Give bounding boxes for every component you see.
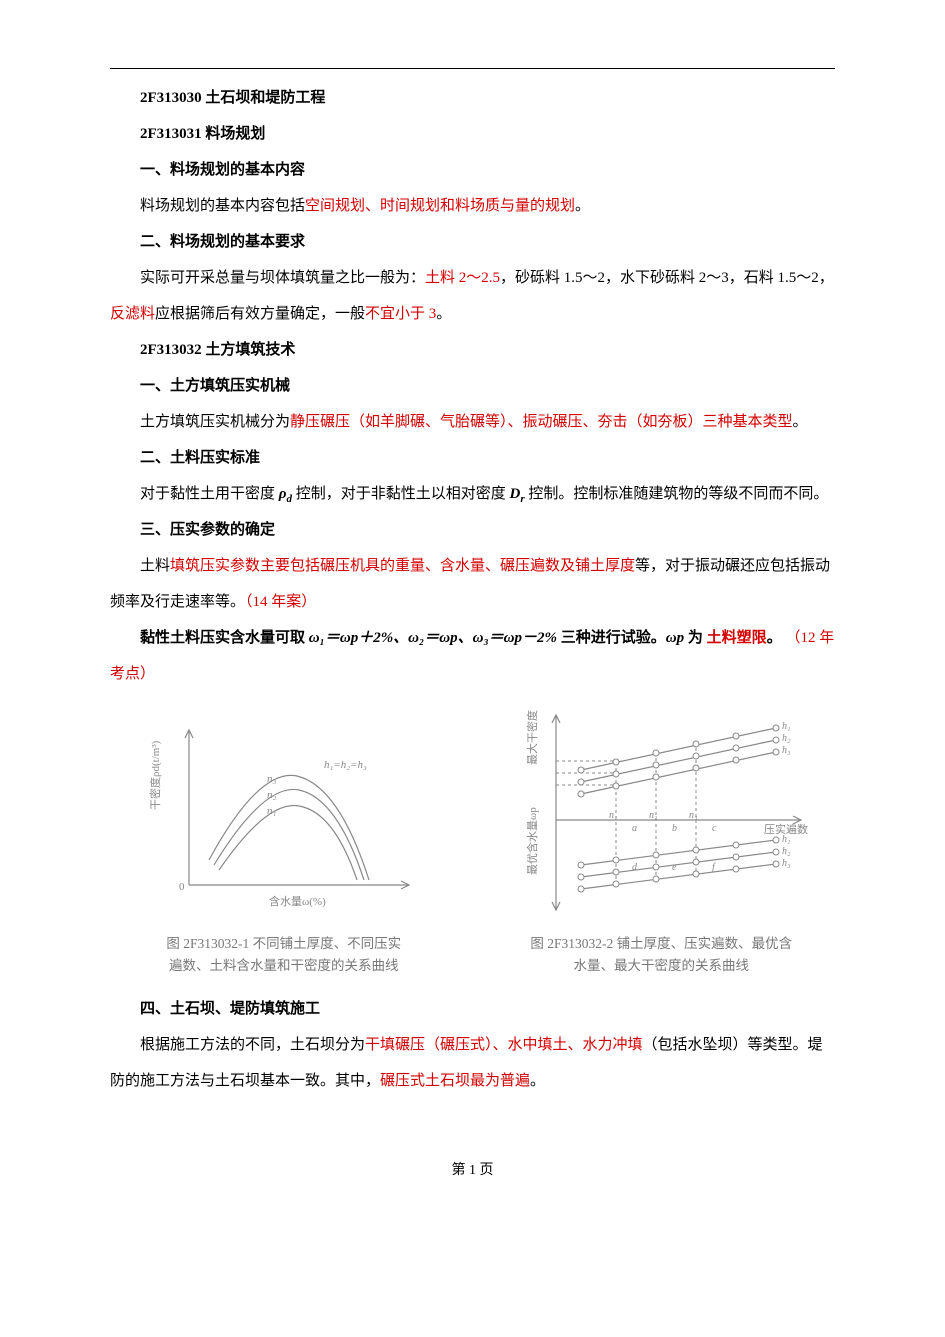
text: 土料 xyxy=(140,558,170,574)
fig2-letter: e xyxy=(672,862,677,873)
fig1-curve-label: n₂ xyxy=(267,789,277,801)
text: 。 xyxy=(767,630,782,646)
figure-2: 最大干密度ρdmax 最优含水量ωp 压实遍数 xyxy=(488,710,836,925)
section3-title: 一、土方填筑压实机械 xyxy=(110,368,835,404)
fig1-curve-label: n₃ xyxy=(267,773,277,785)
fig1-x-axis-label: 含水量ω(%) xyxy=(269,894,326,908)
section1-title: 一、料场规划的基本内容 xyxy=(110,152,835,188)
figure-row: 0 干密度ρd(t/m³) 含水量ω(%) h₁=h₂=h₃ n₃ n₂ n₁ … xyxy=(110,710,835,925)
text: ωp xyxy=(666,630,684,646)
text: 。 xyxy=(436,306,451,322)
heading-2: 2F313031 料场规划 xyxy=(110,116,835,152)
text-highlight: 碾压式土石坝最为普遍 xyxy=(380,1073,530,1089)
text-highlight: 干填碾压（碾压式）、水中填土、水力冲填 xyxy=(365,1037,643,1053)
fig2-h-label: h₂ xyxy=(782,846,791,857)
text: 料场规划的基本内容包括 xyxy=(140,198,305,214)
section6-title: 四、土石坝、堤防填筑施工 xyxy=(110,991,835,1027)
text: 图 2F313032-2 铺土厚度、压实遍数、最优含 xyxy=(530,936,792,951)
figure-1-caption: 图 2F313032-1 不同铺土厚度、不同压实 遍数、土料含水量和干密度的关系… xyxy=(110,933,458,976)
text-highlight: 反滤料 xyxy=(110,306,155,322)
fig1-curve-label: n₁ xyxy=(267,805,277,817)
text-highlight: 土料塑限 xyxy=(707,630,767,646)
section2-body: 实际可开采总量与坝体填筑量之比一般为：土料 2～2.5，砂砾料 1.5～2，水下… xyxy=(110,260,835,332)
text: ，砂砾料 1.5～2，水下砂砾料 2～3，石料 1.5～2， xyxy=(500,270,834,286)
fig2-h-label: h₃ xyxy=(782,745,791,756)
text: 图 2F313032-1 不同铺土厚度、不同压实 xyxy=(166,936,401,951)
equation: ω₁＝ωp＋2%、ω₂＝ωp、ω₃＝ωp－2% xyxy=(309,630,557,646)
text-highlight: （14 年案） xyxy=(245,594,316,610)
section1-body: 料场规划的基本内容包括空间规划、时间规划和料场质与量的规划。 xyxy=(110,188,835,224)
text: 。 xyxy=(575,198,590,214)
text: 水量、最大干密度的关系曲线 xyxy=(574,958,750,973)
fig2-letter: d xyxy=(632,862,638,873)
page-number: 第 1 页 xyxy=(110,1159,835,1179)
text-highlight: 空间规划、时间规划和料场质与量的规划 xyxy=(305,198,575,214)
text: 实际可开采总量与坝体填筑量之比一般为： xyxy=(140,270,425,286)
caption-row: 图 2F313032-1 不同铺土厚度、不同压实 遍数、土料含水量和干密度的关系… xyxy=(110,933,835,976)
symbol-D: D xyxy=(510,486,521,502)
fig2-h-label: h₁ xyxy=(782,721,790,732)
text: 。 xyxy=(793,414,808,430)
fig2-tick: n₃ xyxy=(689,810,698,821)
heading-3: 2F313032 土方填筑技术 xyxy=(110,332,835,368)
fig2-y-axis-bot: 最优含水量ωp xyxy=(525,807,539,875)
text: 控制，对于非黏性土以相对密度 xyxy=(292,486,510,502)
section5-body-1: 土料填筑压实参数主要包括碾压机具的重量、含水量、碾压遍数及铺土厚度等，对于振动碾… xyxy=(110,548,835,620)
section2-title: 二、料场规划的基本要求 xyxy=(110,224,835,260)
fig2-letter: b xyxy=(672,823,677,834)
section5-title: 三、压实参数的确定 xyxy=(110,512,835,548)
fig2-letter: c xyxy=(712,823,717,834)
section4-title: 二、土料压实标准 xyxy=(110,440,835,476)
fig2-y-axis-top: 最大干密度ρdmax xyxy=(525,710,539,765)
text: 应根据筛后有效方量确定，一般 xyxy=(155,306,365,322)
fig2-h-label: h₃ xyxy=(782,858,791,869)
text: 遍数、土料含水量和干密度的关系曲线 xyxy=(169,958,399,973)
fig2-h-label: h₁ xyxy=(782,834,790,845)
fig2-h-label: h₂ xyxy=(782,733,791,744)
section3-body: 土方填筑压实机械分为静压碾压（如羊脚碾、气胎碾等）、振动碾压、夯击（如夯板）三种… xyxy=(110,404,835,440)
text: 黏性土料压实含水量可取 xyxy=(140,630,309,646)
figure-2-caption: 图 2F313032-2 铺土厚度、压实遍数、最优含 水量、最大干密度的关系曲线 xyxy=(488,933,836,976)
section6-body: 根据施工方法的不同，土石坝分为干填碾压（碾压式）、水中填土、水力冲填（包括水坠坝… xyxy=(110,1027,835,1099)
text: 土方填筑压实机械分为 xyxy=(140,414,290,430)
text-highlight: 填筑压实参数主要包括碾压机具的重量、含水量、碾压遍数及铺土厚度 xyxy=(170,558,635,574)
text: 控制。控制标准随建筑物的等级不同而不同。 xyxy=(525,486,829,502)
section5-body-2: 黏性土料压实含水量可取 ω₁＝ωp＋2%、ω₂＝ωp、ω₃＝ωp－2% 三种进行… xyxy=(110,620,835,692)
section4-body: 对于黏性土用干密度 ρd 控制，对于非黏性土以相对密度 Dr 控制。控制标准随建… xyxy=(110,476,835,512)
fig2-letter: a xyxy=(632,823,637,834)
text-highlight: 土料 2～2.5 xyxy=(425,270,500,286)
top-rule xyxy=(110,68,835,69)
text: 对于黏性土用干密度 xyxy=(140,486,279,502)
text: 。 xyxy=(530,1073,545,1089)
text: 根据施工方法的不同，土石坝分为 xyxy=(140,1037,365,1053)
fig2-tick: n₂ xyxy=(649,810,658,821)
text-highlight: 静压碾压（如羊脚碾、气胎碾等）、振动碾压、夯击（如夯板）三种基本类型 xyxy=(290,414,793,430)
svg-text:0: 0 xyxy=(179,881,185,893)
figure-1: 0 干密度ρd(t/m³) 含水量ω(%) h₁=h₂=h₃ n₃ n₂ n₁ xyxy=(110,710,458,925)
text: 为 xyxy=(684,630,707,646)
text: 三种进行试验。 xyxy=(557,630,666,646)
fig1-y-axis-label: 干密度ρd(t/m³) xyxy=(148,741,162,811)
fig1-note: h₁=h₂=h₃ xyxy=(324,759,367,771)
heading-1: 2F313030 土石坝和堤防工程 xyxy=(110,80,835,116)
text-highlight: 不宜小于 3 xyxy=(365,306,436,322)
fig2-tick: n₁ xyxy=(609,810,617,821)
symbol-rho: ρ xyxy=(279,486,287,502)
